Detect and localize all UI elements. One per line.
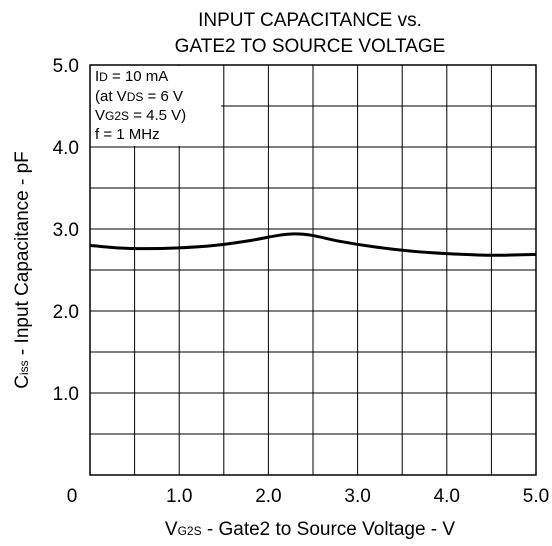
x-tick-label: 4.0 xyxy=(434,486,460,507)
y-axis-label-sub: iss xyxy=(17,360,31,375)
condition-vds-value: = 6 V xyxy=(143,88,183,105)
x-tick-label: 3.0 xyxy=(344,486,370,507)
chart-title-line1: INPUT CAPACITANCE vs. xyxy=(198,10,422,31)
x-axis-label: VG2S - Gate2 to Source Voltage - V xyxy=(165,519,456,540)
condition-vds-sub: DS xyxy=(127,90,144,104)
condition-id-sub: D xyxy=(99,70,108,84)
x-axis-label-prefix: V xyxy=(165,519,178,540)
chart-title-line2: GATE2 TO SOURCE VOLTAGE xyxy=(175,36,446,57)
condition-vg2s-prefix: V xyxy=(95,107,105,124)
y-tick-label: 2.0 xyxy=(53,302,79,323)
condition-id-value: = 10 mA xyxy=(108,68,168,85)
condition-vds-prefix: (at V xyxy=(95,88,127,105)
condition-vds: (at VDS = 6 V xyxy=(95,88,183,105)
y-axis-label: Ciss - Input Capacitance - pF xyxy=(12,151,33,389)
x-axis-label-sub: G2S xyxy=(178,524,202,538)
condition-id: ID = 10 mA xyxy=(95,68,168,85)
x-tick-label: 5.0 xyxy=(523,486,549,507)
x-axis-label-text: - Gate2 to Source Voltage - V xyxy=(202,519,456,540)
x-tick-label: 0 xyxy=(67,486,78,507)
y-axis-label-prefix: C xyxy=(12,375,33,389)
y-tick-label: 1.0 xyxy=(53,384,79,405)
y-axis-label-text: - Input Capacitance - pF xyxy=(12,151,33,360)
y-tick-label: 4.0 xyxy=(53,138,79,159)
condition-vg2s-value: = 4.5 V) xyxy=(129,107,186,124)
x-tick-label: 2.0 xyxy=(255,486,281,507)
condition-vg2s: VG2S = 4.5 V) xyxy=(95,107,186,124)
condition-frequency: f = 1 MHz xyxy=(95,126,160,143)
condition-vg2s-sub: G2S xyxy=(105,109,129,123)
y-tick-label: 5.0 xyxy=(53,56,79,77)
x-tick-label: 1.0 xyxy=(166,486,192,507)
y-tick-label: 3.0 xyxy=(53,220,79,241)
